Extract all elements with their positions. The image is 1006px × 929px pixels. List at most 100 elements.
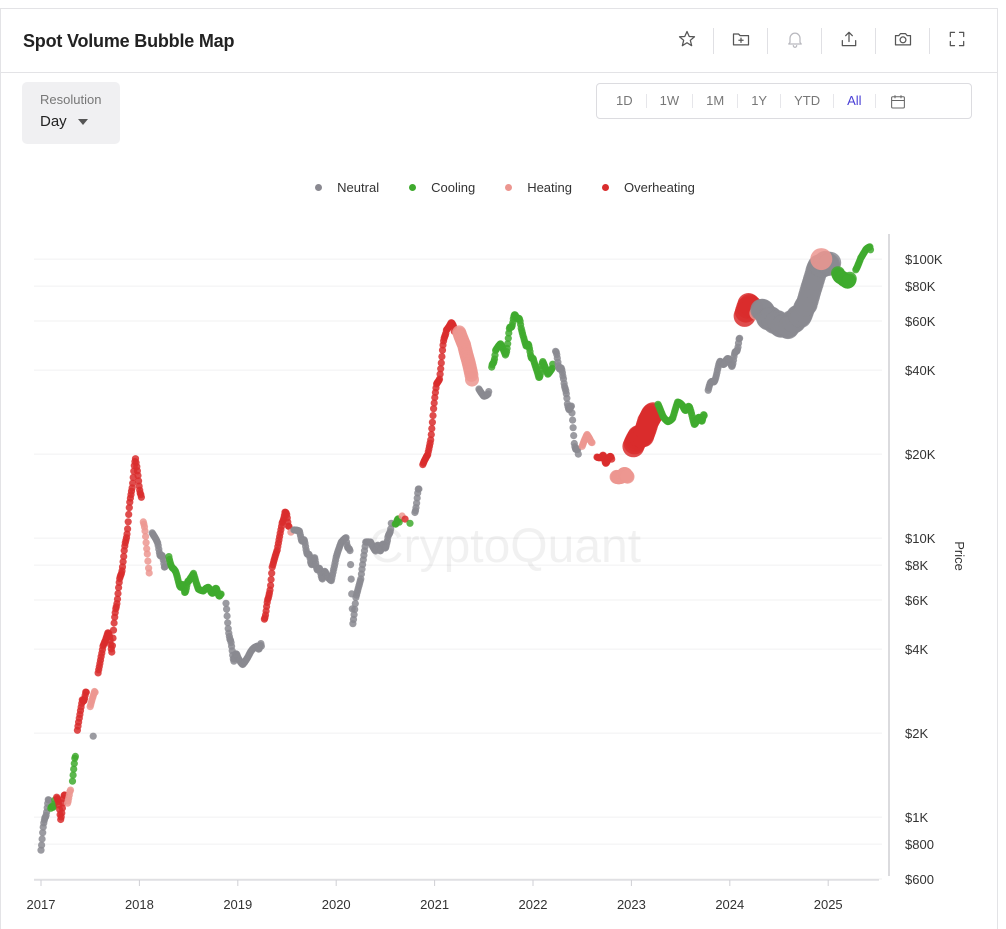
data-point-cooling[interactable] bbox=[406, 519, 414, 527]
data-point-neutral[interactable] bbox=[570, 432, 578, 440]
range-1w[interactable]: 1W bbox=[659, 93, 680, 108]
range-1y[interactable]: 1Y bbox=[751, 93, 768, 108]
legend-item-overheating[interactable]: Overheating bbox=[602, 180, 695, 195]
data-point-neutral[interactable] bbox=[569, 424, 577, 432]
data-point-cooling[interactable] bbox=[504, 334, 512, 342]
data-point-neutral[interactable] bbox=[89, 732, 97, 740]
data-point-overheating[interactable] bbox=[137, 493, 145, 501]
data-point-heating[interactable] bbox=[143, 550, 151, 558]
data-point-cooling[interactable] bbox=[217, 590, 225, 598]
data-point-overheating[interactable] bbox=[437, 365, 445, 373]
data-point-overheating[interactable] bbox=[430, 399, 438, 407]
data-point-overheating[interactable] bbox=[427, 431, 435, 439]
data-point-neutral[interactable] bbox=[563, 394, 571, 402]
range-1m[interactable]: 1M bbox=[706, 93, 725, 108]
data-point-neutral[interactable] bbox=[415, 485, 423, 493]
data-point-neutral[interactable] bbox=[351, 605, 359, 614]
data-point-cooling[interactable] bbox=[70, 765, 78, 773]
data-point-neutral[interactable] bbox=[222, 599, 230, 607]
data-point-overheating[interactable] bbox=[428, 425, 436, 433]
data-point-neutral[interactable] bbox=[485, 388, 493, 396]
data-point-neutral[interactable] bbox=[45, 796, 53, 804]
data-point-overheating[interactable] bbox=[109, 626, 118, 634]
range-ytd[interactable]: YTD bbox=[794, 93, 821, 108]
data-point-neutral[interactable] bbox=[567, 402, 576, 410]
data-point-heating[interactable] bbox=[620, 469, 635, 484]
data-point-neutral[interactable] bbox=[161, 563, 169, 571]
data-point-neutral[interactable] bbox=[223, 612, 231, 620]
data-point-heating[interactable] bbox=[465, 372, 479, 387]
data-point-overheating[interactable] bbox=[113, 595, 122, 603]
data-point-neutral[interactable] bbox=[350, 611, 358, 619]
data-point-overheating[interactable] bbox=[119, 558, 127, 566]
data-point-overheating[interactable] bbox=[110, 619, 118, 627]
data-point-neutral[interactable] bbox=[38, 841, 46, 849]
data-point-cooling[interactable] bbox=[69, 771, 77, 779]
resolution-select[interactable]: Resolution Day bbox=[22, 82, 120, 144]
fullscreen-button[interactable] bbox=[930, 27, 983, 55]
data-point-heating[interactable] bbox=[144, 557, 152, 565]
data-point-neutral[interactable] bbox=[574, 450, 582, 458]
data-point-overheating[interactable] bbox=[401, 515, 409, 523]
data-point-overheating[interactable] bbox=[134, 471, 142, 480]
data-point-overheating[interactable] bbox=[608, 455, 616, 463]
data-point-overheating[interactable] bbox=[437, 359, 445, 367]
legend-item-cooling[interactable]: Cooling bbox=[409, 180, 475, 195]
data-point-overheating[interactable] bbox=[115, 584, 123, 592]
data-point-cooling[interactable] bbox=[68, 777, 77, 785]
data-point-neutral[interactable] bbox=[346, 547, 354, 555]
data-point-overheating[interactable] bbox=[108, 642, 116, 650]
data-point-neutral[interactable] bbox=[351, 600, 359, 608]
range-1d[interactable]: 1D bbox=[616, 93, 633, 108]
data-point-overheating[interactable] bbox=[427, 436, 435, 444]
data-point-cooling[interactable] bbox=[395, 518, 403, 526]
data-point-neutral[interactable] bbox=[224, 619, 232, 627]
data-point-overheating[interactable] bbox=[109, 634, 117, 642]
data-point-overheating[interactable] bbox=[82, 688, 90, 696]
data-point-heating[interactable] bbox=[142, 539, 150, 547]
data-point-overheating[interactable] bbox=[268, 569, 276, 577]
data-point-neutral[interactable] bbox=[569, 416, 577, 424]
data-point-overheating[interactable] bbox=[124, 518, 132, 526]
data-point-heating[interactable] bbox=[66, 786, 75, 794]
data-point-neutral[interactable] bbox=[39, 829, 47, 837]
data-point-neutral[interactable] bbox=[568, 409, 576, 417]
data-point-overheating[interactable] bbox=[267, 581, 275, 590]
range-all[interactable]: All bbox=[847, 93, 862, 108]
data-point-neutral[interactable] bbox=[387, 525, 395, 533]
data-point-overheating[interactable] bbox=[267, 575, 275, 584]
add-to-folder-button[interactable] bbox=[714, 27, 767, 55]
data-point-heating[interactable] bbox=[810, 248, 833, 271]
data-point-overheating[interactable] bbox=[125, 510, 133, 518]
data-point-heating[interactable] bbox=[91, 688, 99, 696]
data-point-cooling[interactable] bbox=[866, 246, 875, 254]
data-point-cooling[interactable] bbox=[71, 752, 79, 761]
legend-item-neutral[interactable]: Neutral bbox=[315, 180, 379, 195]
data-point-overheating[interactable] bbox=[438, 353, 446, 361]
date-picker-button[interactable] bbox=[876, 91, 920, 111]
data-point-overheating[interactable] bbox=[125, 504, 133, 512]
data-point-overheating[interactable] bbox=[429, 412, 437, 420]
data-point-overheating[interactable] bbox=[436, 370, 444, 378]
favorite-button[interactable] bbox=[660, 27, 713, 55]
data-point-overheating[interactable] bbox=[135, 477, 143, 485]
screenshot-button[interactable] bbox=[876, 27, 929, 55]
data-point-neutral[interactable] bbox=[736, 334, 744, 342]
share-button[interactable] bbox=[822, 27, 875, 55]
data-point-neutral[interactable] bbox=[347, 575, 355, 583]
data-point-cooling[interactable] bbox=[70, 759, 78, 768]
data-point-overheating[interactable] bbox=[124, 525, 132, 533]
data-point-cooling[interactable] bbox=[504, 340, 512, 348]
legend-item-heating[interactable]: Heating bbox=[505, 180, 572, 195]
data-point-overheating[interactable] bbox=[430, 405, 438, 413]
data-point-neutral[interactable] bbox=[257, 642, 265, 650]
data-point-neutral[interactable] bbox=[413, 499, 421, 507]
data-point-overheating[interactable] bbox=[114, 589, 122, 598]
alert-button[interactable] bbox=[768, 27, 821, 55]
data-point-neutral[interactable] bbox=[38, 835, 46, 843]
data-point-overheating[interactable] bbox=[438, 346, 447, 354]
data-point-cooling[interactable] bbox=[842, 271, 857, 286]
data-point-overheating[interactable] bbox=[120, 552, 128, 561]
data-point-heating[interactable] bbox=[145, 569, 153, 577]
data-point-overheating[interactable] bbox=[129, 479, 137, 487]
